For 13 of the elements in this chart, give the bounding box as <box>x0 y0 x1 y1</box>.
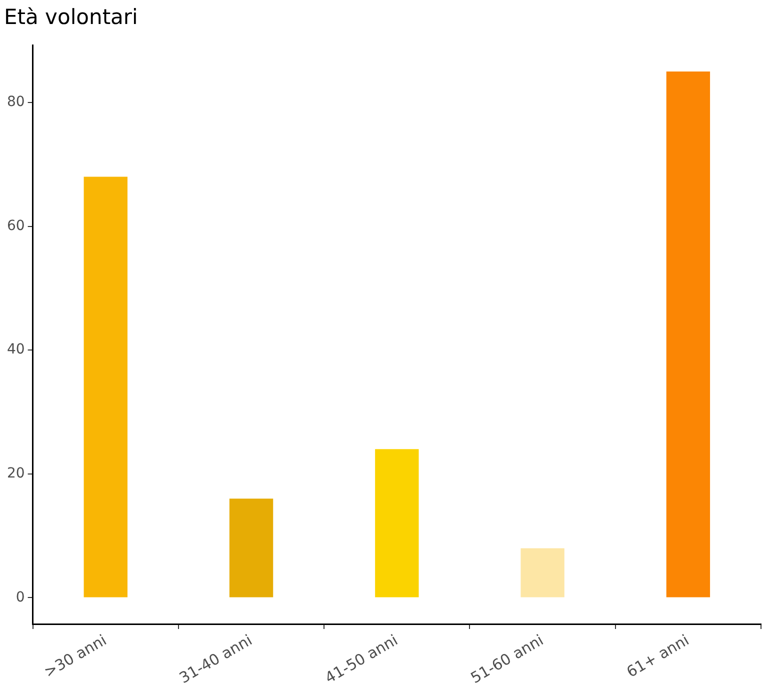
bar <box>375 449 419 598</box>
bar <box>84 176 128 598</box>
y-tick-label: 0 <box>16 589 25 606</box>
x-tick-label: 61+ anni <box>624 631 692 682</box>
x-tick-label: >30 anni <box>41 631 110 682</box>
y-tick-label: 40 <box>6 342 25 358</box>
y-tick-label: 60 <box>6 218 25 234</box>
bar <box>229 498 274 598</box>
bar <box>666 72 710 598</box>
bar <box>520 548 564 598</box>
y-tick-label: 80 <box>6 94 25 110</box>
y-tick-label: 20 <box>6 466 25 482</box>
chart-title: Età volontari <box>4 5 138 30</box>
